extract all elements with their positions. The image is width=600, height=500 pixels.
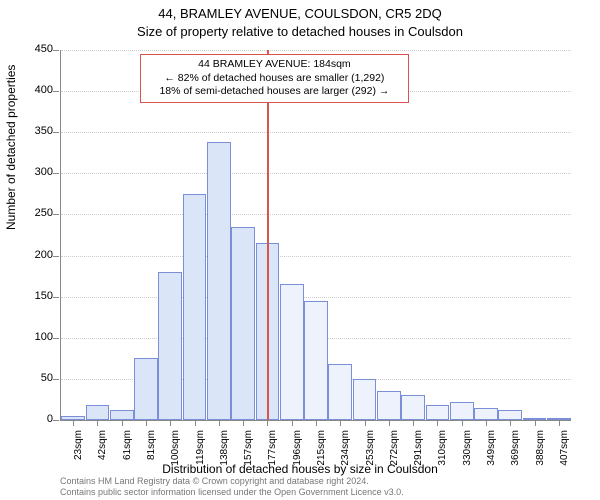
- grid-line: [61, 50, 571, 51]
- x-tick: [365, 420, 366, 426]
- x-tick: [97, 420, 98, 426]
- reference-line: [267, 50, 269, 420]
- histogram-bar: [134, 358, 158, 420]
- x-tick: [413, 420, 414, 426]
- x-tick: [219, 420, 220, 426]
- y-tick-label: 50: [13, 372, 53, 384]
- annotation-line-1: 44 BRAMLEY AVENUE: 184sqm: [147, 58, 402, 72]
- annotation-box: 44 BRAMLEY AVENUE: 184sqm← 82% of detach…: [140, 54, 409, 103]
- histogram-bar: [207, 142, 231, 420]
- histogram-bar: [498, 410, 522, 420]
- y-tick: [53, 256, 59, 257]
- grid-line: [61, 297, 571, 298]
- y-tick: [53, 50, 59, 51]
- histogram-bar: [377, 391, 401, 420]
- y-tick: [53, 91, 59, 92]
- grid-line: [61, 132, 571, 133]
- x-tick: [437, 420, 438, 426]
- x-tick: [292, 420, 293, 426]
- footer-text: Contains HM Land Registry data © Crown c…: [60, 476, 404, 498]
- y-tick: [53, 420, 59, 421]
- grid-line: [61, 214, 571, 215]
- annotation-line-3: 18% of semi-detached houses are larger (…: [147, 85, 402, 99]
- histogram-bar: [426, 405, 450, 420]
- chart-main-title: 44, BRAMLEY AVENUE, COULSDON, CR5 2DQ: [0, 6, 600, 21]
- histogram-bar: [183, 194, 207, 420]
- histogram-bar: [280, 284, 304, 420]
- y-tick: [53, 173, 59, 174]
- chart-subtitle: Size of property relative to detached ho…: [0, 24, 600, 39]
- footer-line-2: Contains public sector information licen…: [60, 487, 404, 498]
- y-tick-label: 350: [13, 125, 53, 137]
- y-tick: [53, 338, 59, 339]
- x-tick: [510, 420, 511, 426]
- y-tick-label: 0: [13, 413, 53, 425]
- y-tick-label: 300: [13, 166, 53, 178]
- y-tick-label: 200: [13, 249, 53, 261]
- y-tick-label: 450: [13, 43, 53, 55]
- grid-line: [61, 173, 571, 174]
- x-tick: [486, 420, 487, 426]
- histogram-bar: [304, 301, 328, 420]
- footer-line-1: Contains HM Land Registry data © Crown c…: [60, 476, 404, 487]
- x-tick: [559, 420, 560, 426]
- x-tick: [122, 420, 123, 426]
- x-tick: [73, 420, 74, 426]
- histogram-bar: [86, 405, 110, 420]
- x-tick: [243, 420, 244, 426]
- histogram-bar: [450, 402, 474, 420]
- y-tick: [53, 132, 59, 133]
- x-tick: [340, 420, 341, 426]
- y-tick-label: 150: [13, 290, 53, 302]
- histogram-bar: [328, 364, 352, 420]
- plot-area: 05010015020025030035040045023sqm42sqm61s…: [60, 50, 571, 421]
- y-tick: [53, 297, 59, 298]
- histogram-bar: [401, 395, 425, 420]
- y-tick: [53, 379, 59, 380]
- y-tick: [53, 214, 59, 215]
- x-tick: [195, 420, 196, 426]
- chart-container: 44, BRAMLEY AVENUE, COULSDON, CR5 2DQ Si…: [0, 0, 600, 500]
- annotation-line-2: ← 82% of detached houses are smaller (1,…: [147, 72, 402, 86]
- x-tick: [462, 420, 463, 426]
- histogram-bar: [158, 272, 182, 420]
- y-tick-label: 100: [13, 331, 53, 343]
- histogram-bar: [231, 227, 255, 420]
- histogram-bar: [353, 379, 377, 420]
- x-tick: [535, 420, 536, 426]
- x-tick: [267, 420, 268, 426]
- grid-line: [61, 256, 571, 257]
- y-tick-label: 250: [13, 207, 53, 219]
- histogram-bar: [474, 408, 498, 420]
- x-tick: [316, 420, 317, 426]
- y-tick-label: 400: [13, 84, 53, 96]
- x-tick: [146, 420, 147, 426]
- x-tick: [389, 420, 390, 426]
- x-tick: [170, 420, 171, 426]
- histogram-bar: [110, 410, 134, 420]
- x-axis-title: Distribution of detached houses by size …: [0, 462, 600, 476]
